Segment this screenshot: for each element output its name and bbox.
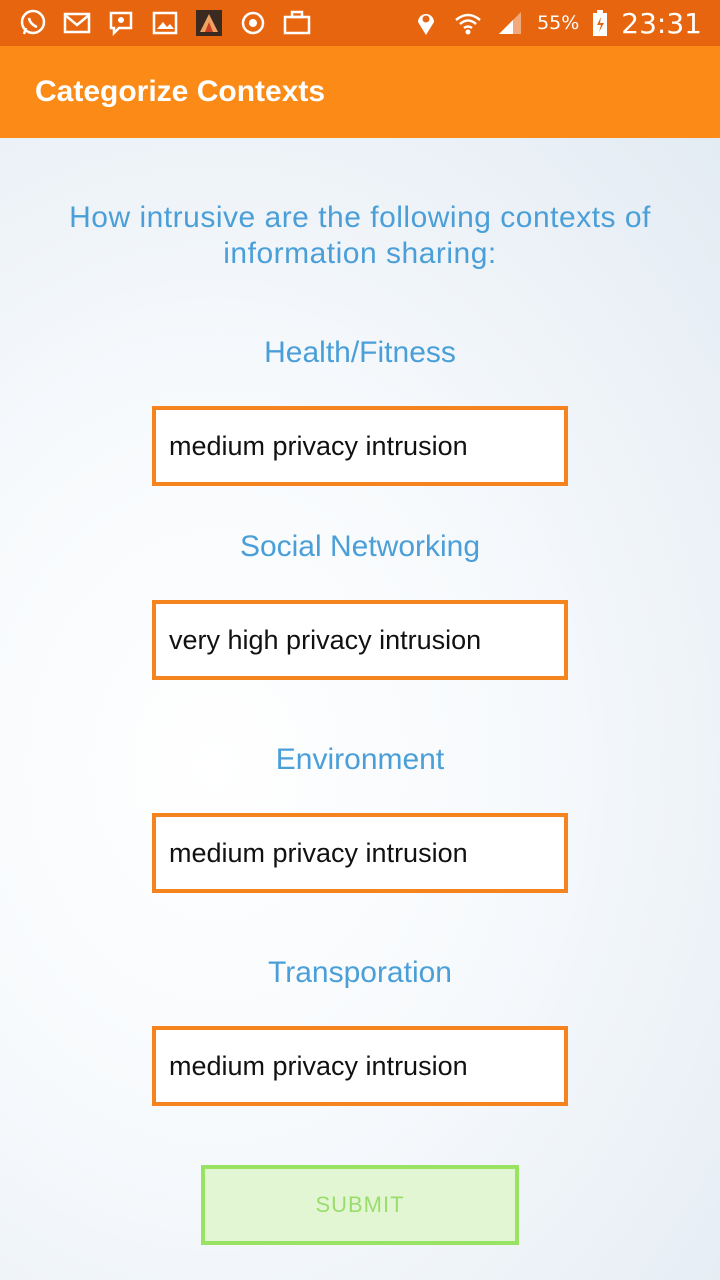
submit-button-label: SUBMIT [315, 1192, 405, 1217]
status-clock: 23:31 [621, 6, 702, 40]
context-label-transporation: Transporation [268, 956, 452, 989]
context-select-health-fitness[interactable]: medium privacy intrusion [152, 406, 568, 486]
whatsapp-icon [18, 8, 48, 38]
question-text: How intrusive are the following contexts… [69, 201, 651, 270]
briefcase-icon [282, 8, 312, 38]
context-label-social-networking: Social Networking [239, 530, 481, 563]
battery-icon [591, 8, 609, 38]
main-content: How intrusive are the following contexts… [0, 138, 720, 1280]
submit-button[interactable]: SUBMIT [201, 1165, 519, 1245]
system-icons: 55% 23:31 [411, 7, 702, 40]
notification-icons [18, 8, 312, 38]
app-bar: Categorize Contexts [0, 46, 720, 138]
viber-icon [106, 8, 136, 38]
context-select-social-networking[interactable]: very high privacy intrusion [152, 600, 568, 680]
context-label-environment: Environment [275, 743, 445, 776]
battery-percent: 55% [537, 12, 580, 34]
page-title: Categorize Contexts [35, 75, 326, 108]
context-select-value: very high privacy intrusion [169, 624, 482, 655]
gmail-icon [62, 8, 92, 38]
context-select-environment[interactable]: medium privacy intrusion [152, 813, 568, 893]
status-bar: 55% 23:31 [0, 0, 720, 46]
app-icon [194, 8, 224, 38]
context-select-value: medium privacy intrusion [169, 430, 468, 461]
context-select-value: medium privacy intrusion [169, 1050, 468, 1081]
context-select-value: medium privacy intrusion [169, 837, 468, 868]
sync-icon [238, 8, 268, 38]
context-select-transporation[interactable]: medium privacy intrusion [152, 1026, 568, 1106]
gallery-icon [150, 8, 180, 38]
context-label-health-fitness: Health/Fitness [264, 336, 456, 369]
location-icon [411, 8, 441, 38]
signal-icon [495, 8, 525, 38]
wifi-icon [453, 8, 483, 38]
